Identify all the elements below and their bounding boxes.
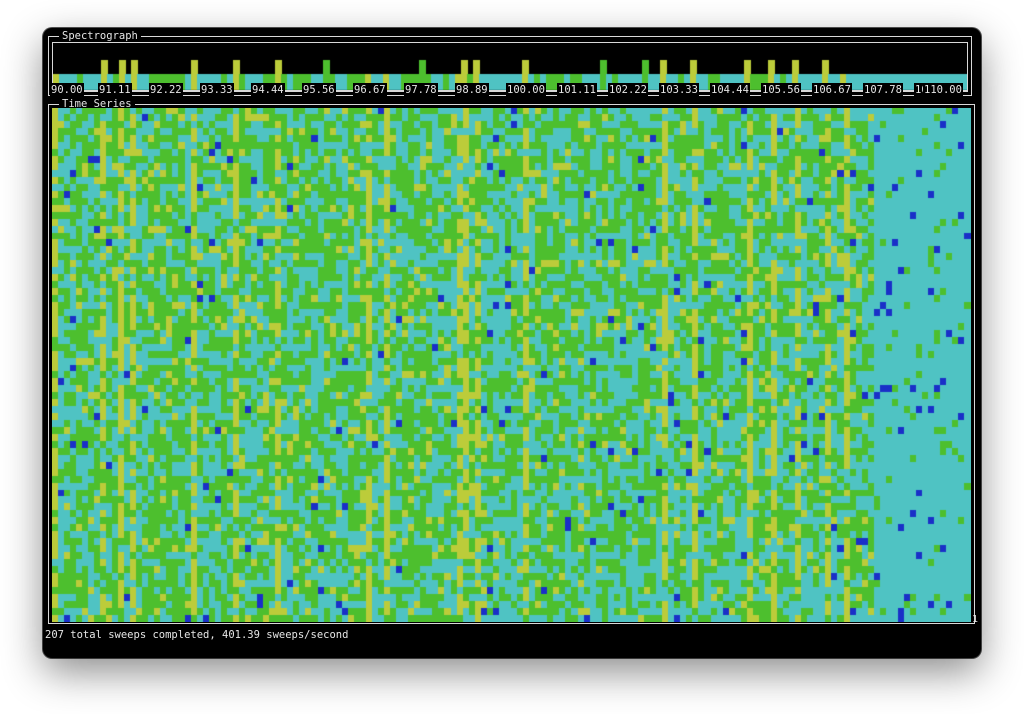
status-line: 207 total sweeps completed, 401.39 sweep…: [45, 629, 349, 641]
frequency-axis: 90.00 91.11 92.22 93.33 94.44 95.56 96.67 97.78…: [50, 83, 968, 97]
frequency-tick-label: 95.56: [302, 83, 336, 97]
frequency-tick-label: 104.44: [710, 83, 750, 97]
frequency-tick-label: 93.33: [200, 83, 234, 97]
frequency-tick-label: 103.33: [659, 83, 699, 97]
time-series-panel: Time Series: [48, 97, 975, 624]
frequency-tick-label: 101.11: [557, 83, 597, 97]
time-series-heatmap: [52, 108, 971, 622]
spectrograph-title: Spectrograph: [59, 29, 141, 43]
terminal-window: Spectrograph 90.00 91.11 92.22 93.33 94.44 95…: [43, 28, 981, 658]
frequency-tick-label: 92.22: [149, 83, 183, 97]
frequency-tick-label: 91.11: [98, 83, 132, 97]
frequency-tick-label: 96.67: [353, 83, 387, 97]
frequency-tick-label: 94.44: [251, 83, 285, 97]
frequency-tick-label: 90.00: [50, 83, 84, 97]
frequency-tick-label: 106.67: [812, 83, 852, 97]
time-series-corner-label: 1: [971, 614, 978, 625]
frequency-tick-label: 110.00: [923, 83, 963, 97]
frequency-tick-label: 97.78: [404, 83, 438, 97]
frequency-tick-label: 107.78: [863, 83, 903, 97]
time-series-title: Time Series: [59, 97, 135, 111]
frequency-tick-label: 98.89: [455, 83, 489, 97]
frequency-tick-label: 100.00: [506, 83, 546, 97]
frequency-tick-label: 105.56: [761, 83, 801, 97]
frequency-tick-label: 102.22: [608, 83, 648, 97]
